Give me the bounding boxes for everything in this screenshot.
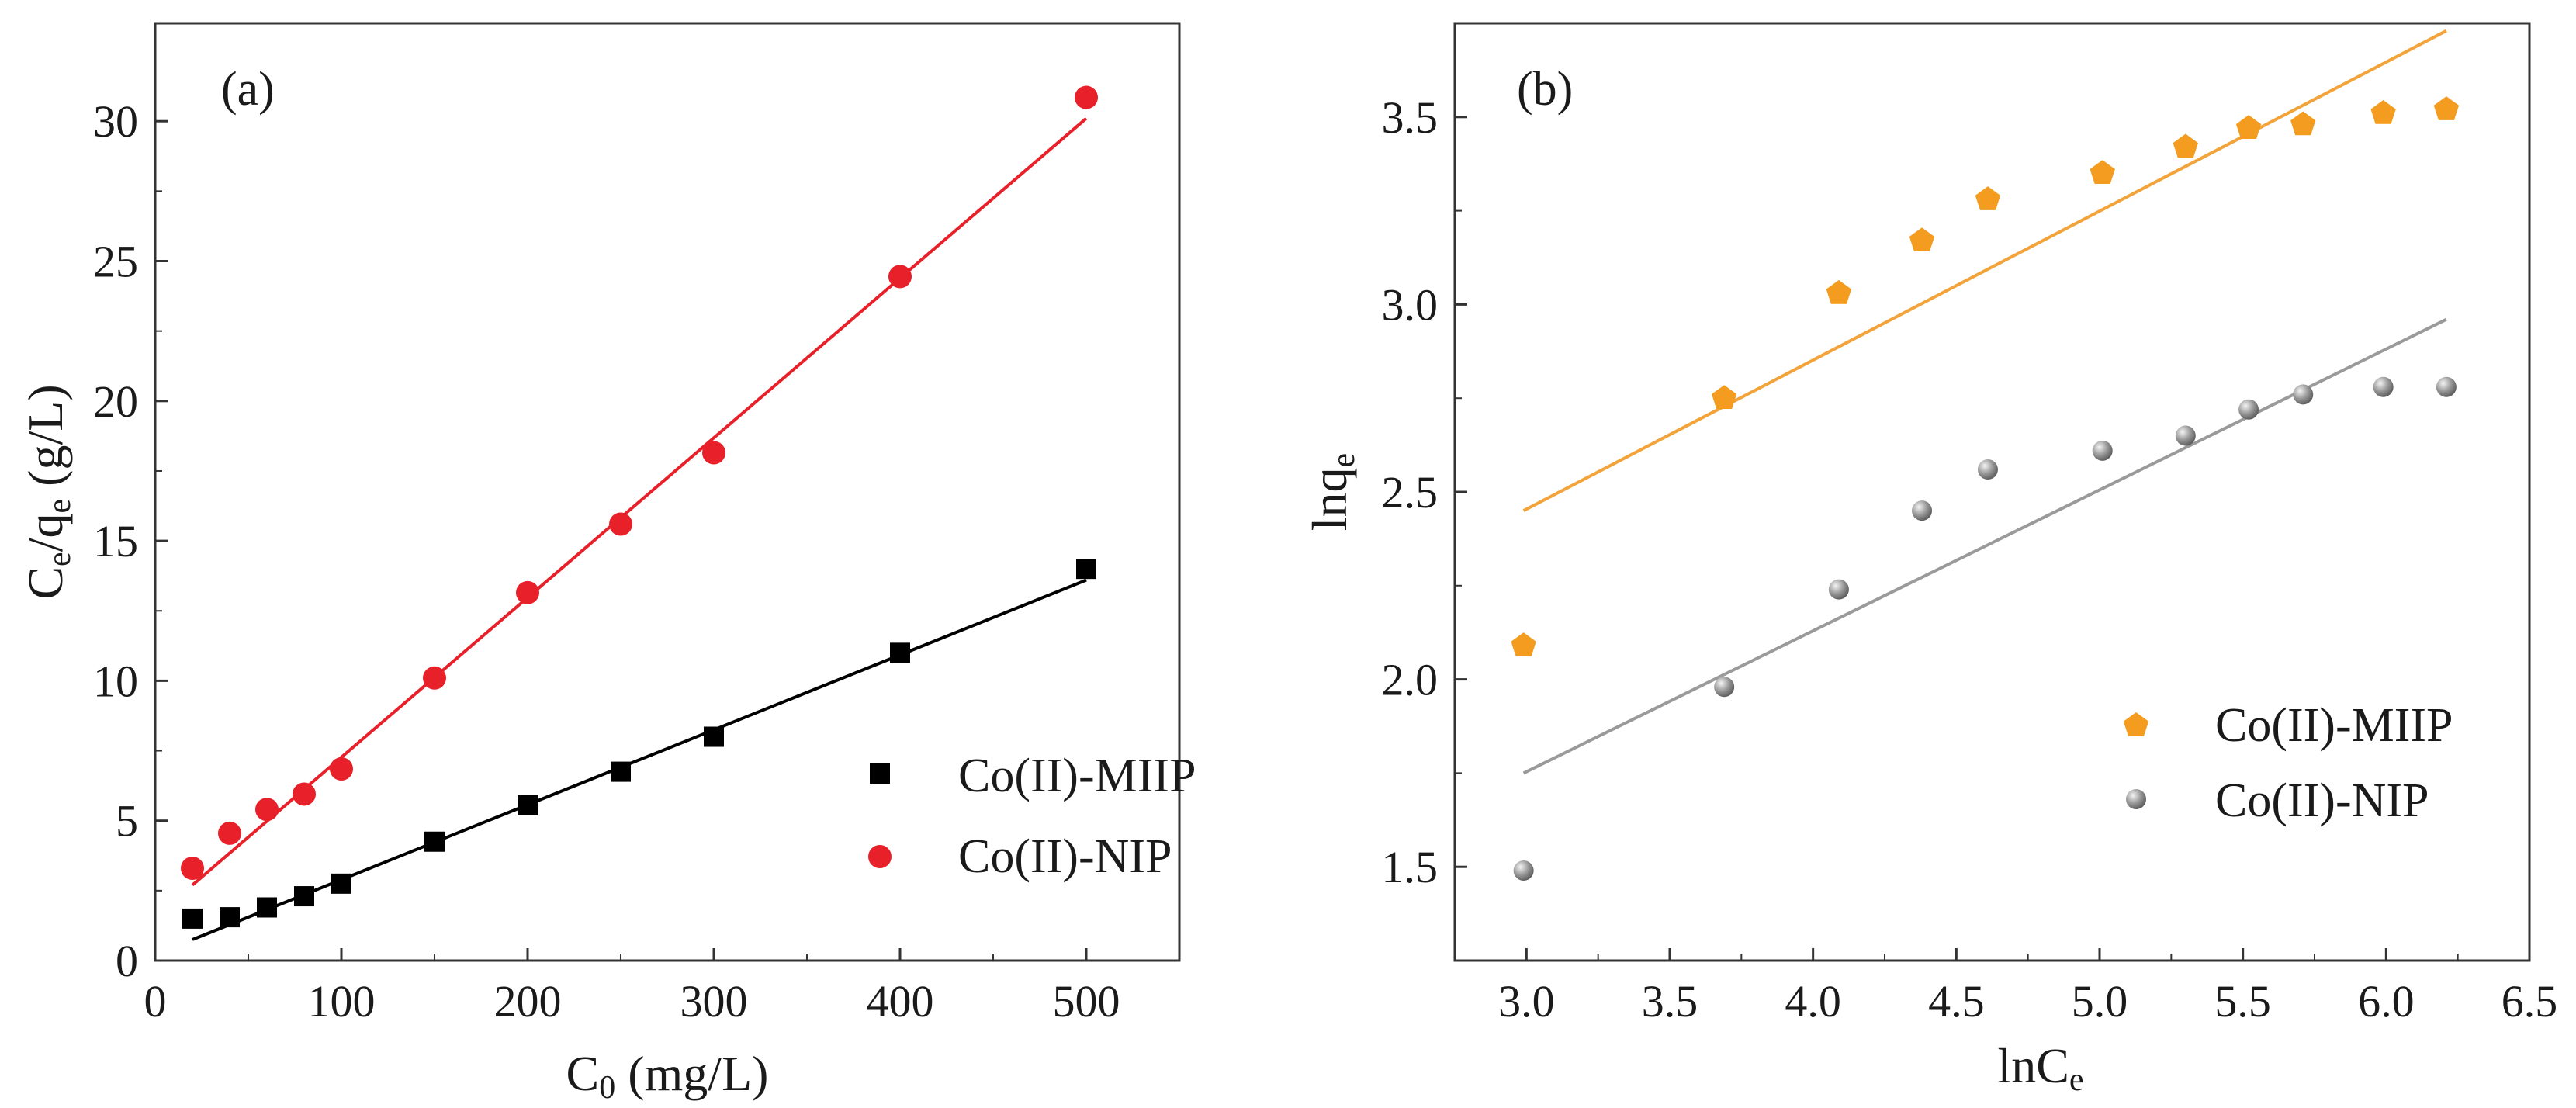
x-tick-label: 0 bbox=[144, 976, 167, 1027]
data-point-a-nip bbox=[255, 798, 279, 822]
data-point-b-miip bbox=[2173, 133, 2198, 158]
data-point-a-miip bbox=[424, 831, 445, 852]
panel-a-label: (a) bbox=[221, 63, 275, 116]
data-point-b-miip bbox=[2290, 111, 2316, 136]
y-tick-label: 1.5 bbox=[1382, 842, 1439, 892]
data-point-b-miip bbox=[1826, 279, 1852, 304]
data-point-a-miip bbox=[1076, 559, 1096, 580]
panel-b-ticks: 3.0 3.5 4.0 4.5 5.0 5.5 6.0 6.5 1.5 2.0 2.5 3.0 3.5 bbox=[1382, 92, 2558, 1027]
x-tick-label: 5.0 bbox=[2072, 976, 2128, 1027]
y-tick-label: 25 bbox=[93, 237, 138, 287]
legend-label-b-miip: Co(II)-MIIP bbox=[2215, 699, 2453, 752]
legend-marker-b-nip bbox=[2126, 789, 2146, 809]
x-tick-label: 3.0 bbox=[1498, 976, 1555, 1027]
legend-marker-b-miip bbox=[2123, 712, 2149, 736]
legend-label-b-nip: Co(II)-NIP bbox=[2215, 774, 2429, 827]
data-point-b-nip bbox=[1714, 677, 1735, 698]
x-tick-label: 300 bbox=[680, 976, 748, 1027]
data-point-b-nip bbox=[2293, 384, 2314, 405]
data-point-b-miip bbox=[1909, 227, 1935, 251]
data-point-a-nip bbox=[609, 512, 632, 536]
data-point-a-miip bbox=[182, 908, 203, 929]
y-tick-label: 3.0 bbox=[1382, 279, 1439, 330]
data-point-b-nip bbox=[1828, 579, 1849, 600]
data-point-a-miip bbox=[704, 726, 724, 747]
panel-a-plot-frame bbox=[154, 22, 1181, 962]
y-tick-label: 10 bbox=[93, 656, 138, 706]
data-point-b-nip bbox=[2175, 425, 2196, 446]
data-point-b-miip bbox=[2370, 100, 2396, 124]
data-point-b-miip bbox=[1712, 385, 1737, 409]
panel-b-label: (b) bbox=[1517, 63, 1573, 116]
y-tick-label: 5 bbox=[116, 796, 138, 847]
data-point-a-nip bbox=[1075, 85, 1098, 109]
data-point-a-miip bbox=[611, 761, 631, 782]
data-point-b-nip bbox=[2092, 440, 2113, 461]
data-point-b-nip bbox=[2238, 399, 2259, 420]
x-tick-label: 6.5 bbox=[2502, 976, 2558, 1027]
panel-b-chart: 3.0 3.5 4.0 4.5 5.0 5.5 6.0 6.51.52.02.53.03.5 … bbox=[1302, 22, 2558, 1098]
data-point-b-miip bbox=[1975, 186, 2001, 210]
data-point-a-miip bbox=[518, 795, 538, 815]
data-point-a-miip bbox=[220, 907, 240, 928]
y-tick-label: 2.0 bbox=[1382, 655, 1439, 705]
x-tick-label: 5.5 bbox=[2214, 976, 2271, 1027]
data-point-a-miip bbox=[257, 897, 277, 918]
legend-label-a-nip: Co(II)-NIP bbox=[958, 830, 1172, 883]
panel-b-y-axis-title: lnqe bbox=[1302, 453, 1362, 531]
data-point-b-nip bbox=[2436, 376, 2457, 397]
data-point-a-miip bbox=[294, 886, 314, 907]
x-tick-label: 4.0 bbox=[1785, 976, 1841, 1027]
fit-line-a-miip bbox=[192, 578, 1087, 941]
fit-line-b-nip bbox=[1522, 317, 2447, 775]
x-tick-label: 4.5 bbox=[1928, 976, 1985, 1027]
data-point-a-nip bbox=[888, 265, 912, 289]
data-point-b-nip bbox=[1513, 860, 1534, 881]
panel-b-legend: Co(II)-MIIP Co(II)-NIP bbox=[2123, 699, 2453, 827]
panel-a-ticks: 0 100 200 300 400 500 0 5 10 15 20 25 30 bbox=[93, 96, 1120, 1027]
data-point-a-nip bbox=[423, 666, 446, 690]
y-tick-label: 3.5 bbox=[1382, 92, 1439, 143]
y-tick-label: 30 bbox=[93, 96, 138, 147]
data-point-a-nip bbox=[218, 821, 241, 845]
data-point-a-nip bbox=[516, 580, 539, 604]
data-point-b-miip bbox=[2235, 115, 2262, 139]
panel-a-legend: Co(II)-MIIP Co(II)-NIP bbox=[868, 750, 1196, 883]
panel-b-marks bbox=[1511, 29, 2460, 881]
y-tick-label: 20 bbox=[93, 376, 138, 427]
panel-a-chart: 0 100 200 300 400 500 0 5 10 15 20 25 30 (a) C0 (mg/… bbox=[18, 22, 1196, 1106]
x-tick-label: 200 bbox=[494, 976, 562, 1027]
fit-line-b-miip bbox=[1522, 29, 2447, 512]
panel-a-y-axis-title: Ce/qe (g/L) bbox=[18, 384, 78, 599]
fit-line-a-nip bbox=[191, 117, 1088, 887]
x-tick-label: 3.5 bbox=[1642, 976, 1698, 1027]
data-point-a-miip bbox=[331, 873, 351, 894]
x-tick-label: 500 bbox=[1053, 976, 1120, 1027]
data-point-a-miip bbox=[890, 642, 910, 663]
panel-a-x-axis-title: C0 (mg/L) bbox=[566, 1046, 769, 1106]
x-tick-label: 400 bbox=[867, 976, 934, 1027]
data-point-a-nip bbox=[330, 757, 353, 781]
y-tick-label: 0 bbox=[116, 936, 138, 986]
y-tick-label: 15 bbox=[93, 516, 138, 566]
data-point-b-nip bbox=[1912, 500, 1933, 521]
legend-marker-a-nip bbox=[868, 845, 892, 868]
data-point-b-miip bbox=[2433, 96, 2460, 120]
panel-b-x-axis-title: lnCe bbox=[1997, 1038, 2083, 1098]
data-point-a-nip bbox=[702, 441, 725, 465]
data-point-b-nip bbox=[1977, 459, 1998, 480]
x-tick-label: 6.0 bbox=[2358, 976, 2415, 1027]
data-point-b-miip bbox=[2090, 160, 2115, 184]
legend-label-a-miip: Co(II)-MIIP bbox=[958, 750, 1196, 802]
data-point-b-miip bbox=[1511, 632, 1536, 656]
y-tick-label: 2.5 bbox=[1382, 467, 1439, 518]
data-point-a-nip bbox=[293, 782, 316, 806]
panel-a-marks bbox=[181, 85, 1098, 941]
x-tick-label: 100 bbox=[308, 976, 376, 1027]
data-point-b-nip bbox=[2373, 376, 2394, 397]
data-point-a-nip bbox=[181, 857, 204, 881]
legend-marker-a-miip bbox=[870, 763, 890, 784]
